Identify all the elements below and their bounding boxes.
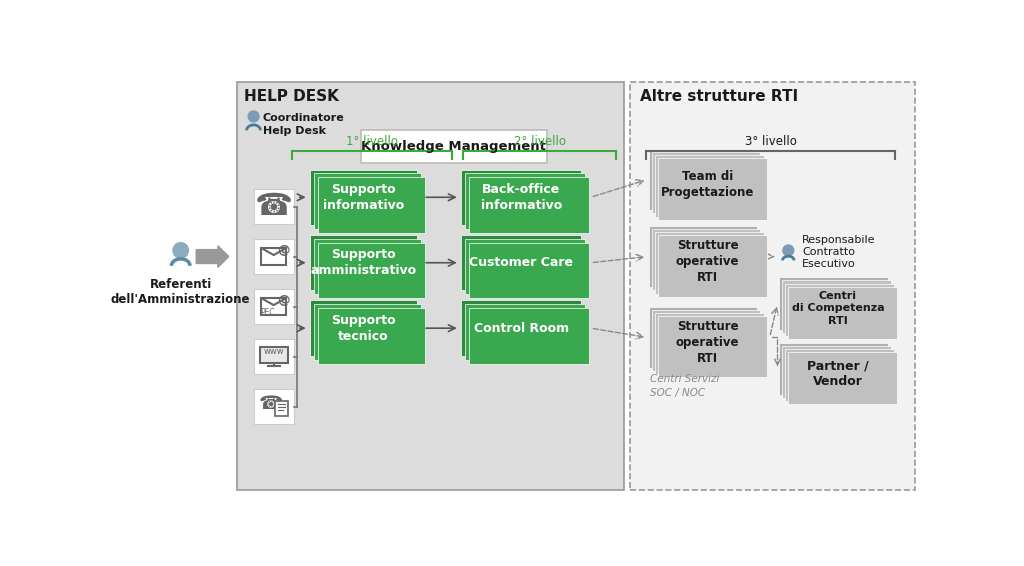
Bar: [655, 232, 764, 294]
Bar: [275, 401, 288, 416]
Bar: [254, 289, 294, 324]
Bar: [658, 235, 767, 297]
Text: Strutture
operative
RTI: Strutture operative RTI: [676, 239, 739, 284]
Bar: [261, 248, 286, 265]
Bar: [469, 243, 589, 298]
Text: @: @: [276, 244, 289, 257]
Bar: [655, 313, 764, 374]
Text: Strutture
operative
RTI: Strutture operative RTI: [676, 320, 739, 365]
Text: Supporto
tecnico: Supporto tecnico: [332, 314, 396, 342]
Bar: [658, 158, 767, 220]
Text: Referenti
dell'Amministrazione: Referenti dell'Amministrazione: [111, 278, 251, 306]
Text: ☎: ☎: [255, 192, 293, 221]
Text: Supporto
informativo: Supporto informativo: [323, 183, 404, 212]
Text: Altre strutture RTI: Altre strutture RTI: [640, 89, 798, 105]
Bar: [782, 346, 891, 398]
Bar: [310, 301, 417, 356]
Circle shape: [783, 245, 794, 256]
Bar: [779, 343, 888, 395]
Text: Centri Servizi
SOC / NOC: Centri Servizi SOC / NOC: [650, 374, 720, 397]
Bar: [649, 307, 758, 368]
Bar: [461, 301, 582, 356]
Bar: [310, 235, 417, 290]
Text: Back-office
informativo: Back-office informativo: [480, 183, 562, 212]
Circle shape: [248, 111, 259, 122]
Bar: [655, 155, 764, 217]
Bar: [785, 349, 894, 401]
Bar: [788, 352, 897, 405]
Text: @: @: [276, 294, 289, 307]
Text: 3° livello: 3° livello: [744, 135, 797, 148]
Circle shape: [173, 243, 188, 258]
Bar: [261, 298, 286, 315]
Bar: [317, 243, 425, 298]
Bar: [260, 346, 288, 363]
Bar: [649, 149, 758, 211]
Bar: [310, 170, 417, 225]
Bar: [649, 226, 758, 288]
Text: ☎: ☎: [258, 394, 283, 413]
Bar: [652, 310, 761, 371]
Text: Team di
Progettazione: Team di Progettazione: [662, 170, 755, 199]
Text: 2° livello: 2° livello: [513, 135, 565, 148]
Text: Coordinatore
Help Desk: Coordinatore Help Desk: [263, 113, 345, 136]
Text: Centri
di Competenza
RTI: Centri di Competenza RTI: [792, 291, 884, 325]
Text: 1° livello: 1° livello: [346, 135, 398, 148]
Text: HELP DESK: HELP DESK: [245, 89, 339, 105]
Bar: [469, 177, 589, 233]
Bar: [465, 173, 586, 229]
Text: Supporto
amministrativo: Supporto amministrativo: [310, 248, 417, 277]
Bar: [254, 389, 294, 424]
Bar: [461, 170, 582, 225]
Bar: [360, 130, 547, 164]
Bar: [314, 173, 421, 229]
Text: PEC: PEC: [260, 307, 274, 316]
Text: Responsabile
Contratto
Esecutivo: Responsabile Contratto Esecutivo: [802, 234, 876, 269]
Bar: [237, 82, 624, 490]
Bar: [465, 305, 586, 360]
Bar: [658, 316, 767, 378]
Bar: [779, 277, 888, 330]
Text: Partner /
Vendor: Partner / Vendor: [807, 359, 868, 388]
Bar: [317, 308, 425, 363]
Text: Control Room: Control Room: [474, 321, 569, 335]
Bar: [652, 152, 761, 213]
Text: Knowledge Management: Knowledge Management: [361, 140, 546, 153]
Bar: [317, 177, 425, 233]
Text: Customer Care: Customer Care: [469, 256, 573, 269]
Bar: [461, 235, 582, 290]
Bar: [314, 239, 421, 294]
Bar: [652, 229, 761, 290]
Bar: [254, 189, 294, 224]
Bar: [254, 239, 294, 275]
Bar: [469, 308, 589, 363]
FancyArrow shape: [197, 246, 228, 267]
Text: www: www: [263, 347, 284, 356]
Bar: [788, 286, 897, 339]
Bar: [465, 239, 586, 294]
Bar: [314, 305, 421, 360]
Bar: [782, 280, 891, 333]
Bar: [785, 284, 894, 336]
Bar: [630, 82, 915, 490]
Bar: [254, 339, 294, 374]
